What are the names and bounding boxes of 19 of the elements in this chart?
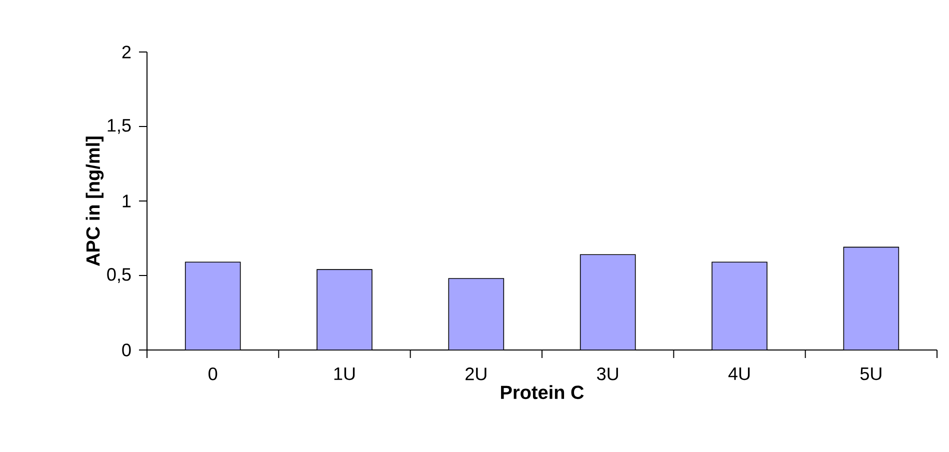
x-tick-label: 4U — [728, 368, 750, 380]
bar — [580, 254, 636, 350]
x-tick-label: 5U — [860, 368, 882, 380]
bar — [448, 278, 504, 350]
bar — [184, 262, 241, 350]
y-axis-title: APC in [ng/ml] — [86, 136, 104, 266]
y-tick-label: 0,5 — [107, 268, 131, 283]
x-tick-label: 1U — [334, 368, 355, 380]
y-tick-label: 0 — [122, 344, 131, 356]
y-tick-label: 2 — [122, 46, 131, 58]
bar — [843, 246, 900, 350]
bar — [712, 262, 768, 350]
y-tick-label: 1 — [122, 194, 131, 208]
x-tick-label: 2U — [466, 368, 486, 380]
y-tick-label: 1,5 — [108, 119, 131, 134]
x-tick-label: 3U — [597, 368, 618, 380]
x-tick-label: 0 — [208, 368, 218, 380]
x-axis-title: Protein C — [501, 385, 584, 400]
bar — [316, 269, 372, 350]
